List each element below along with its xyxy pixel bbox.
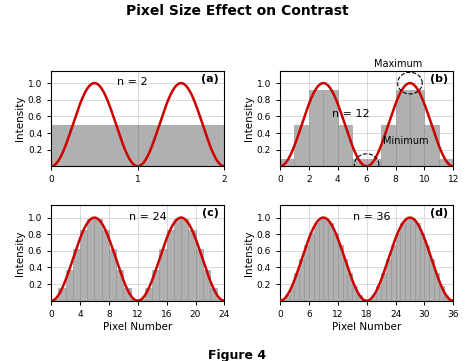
Text: n = 24: n = 24 [129, 212, 167, 222]
Bar [405, 218, 410, 301]
Y-axis label: Intensity: Intensity [15, 96, 25, 141]
Bar [439, 159, 453, 166]
Bar [280, 159, 294, 166]
Bar [333, 232, 338, 301]
Bar [367, 159, 381, 166]
Bar [367, 300, 372, 301]
Bar [352, 286, 357, 301]
Bar [439, 286, 444, 301]
Bar [210, 288, 217, 301]
Text: n = 12: n = 12 [332, 109, 370, 119]
Bar [285, 295, 290, 301]
Bar [152, 270, 159, 301]
Bar [51, 125, 138, 166]
Bar [352, 159, 367, 166]
Bar [424, 125, 439, 166]
Bar [290, 286, 294, 301]
Text: (a): (a) [201, 74, 219, 83]
Bar [391, 245, 395, 301]
Bar [410, 90, 424, 166]
Text: Pixel Size Effect on Contrast: Pixel Size Effect on Contrast [126, 4, 348, 18]
Bar [123, 288, 130, 301]
Bar [381, 125, 395, 166]
Bar [309, 232, 314, 301]
Text: (d): (d) [430, 208, 448, 218]
Text: Maximum: Maximum [374, 59, 422, 69]
Bar [299, 259, 304, 301]
Bar [434, 273, 439, 301]
Bar [347, 273, 352, 301]
Bar [102, 230, 109, 301]
Bar [73, 248, 80, 301]
Bar [415, 223, 419, 301]
Bar [181, 219, 188, 301]
Bar [410, 218, 415, 301]
Y-axis label: Intensity: Intensity [244, 96, 254, 141]
Bar [314, 223, 319, 301]
X-axis label: Pixel Number: Pixel Number [332, 322, 401, 331]
Bar [304, 245, 309, 301]
Bar [424, 245, 429, 301]
Bar [323, 90, 338, 166]
Bar [401, 223, 405, 301]
Bar [116, 270, 123, 301]
Bar [372, 295, 376, 301]
Text: Minimum: Minimum [383, 136, 429, 146]
Bar [203, 270, 210, 301]
Bar [448, 300, 453, 301]
Text: (c): (c) [202, 208, 219, 218]
Bar [309, 90, 323, 166]
Bar [294, 273, 299, 301]
Bar [294, 125, 309, 166]
Bar [395, 232, 401, 301]
Bar [395, 90, 410, 166]
Y-axis label: Intensity: Intensity [15, 230, 25, 276]
Bar [138, 299, 145, 301]
Bar [94, 219, 102, 301]
Bar [338, 125, 352, 166]
Bar [167, 230, 174, 301]
Bar [145, 288, 152, 301]
Bar [159, 248, 167, 301]
Bar [381, 273, 386, 301]
Text: n = 2: n = 2 [117, 77, 147, 87]
Text: Figure 4: Figure 4 [208, 349, 266, 361]
Bar [444, 295, 448, 301]
Bar [217, 299, 224, 301]
Bar [386, 259, 391, 301]
Bar [319, 218, 323, 301]
Y-axis label: Intensity: Intensity [244, 230, 254, 276]
Bar [328, 223, 333, 301]
Bar [429, 259, 434, 301]
Bar [174, 219, 181, 301]
Bar [280, 300, 285, 301]
Bar [195, 248, 203, 301]
Bar [109, 248, 116, 301]
Bar [338, 245, 343, 301]
Bar [376, 286, 381, 301]
Bar [138, 125, 224, 166]
Bar [80, 230, 87, 301]
Bar [130, 299, 138, 301]
Bar [188, 230, 195, 301]
Bar [323, 218, 328, 301]
Text: (b): (b) [430, 74, 448, 83]
Bar [87, 219, 94, 301]
Bar [357, 295, 362, 301]
Bar [58, 288, 65, 301]
Bar [362, 300, 367, 301]
Bar [419, 232, 424, 301]
Bar [51, 299, 58, 301]
Bar [343, 259, 347, 301]
Text: n = 36: n = 36 [353, 212, 390, 222]
X-axis label: Pixel Number: Pixel Number [103, 322, 173, 331]
Bar [65, 270, 73, 301]
